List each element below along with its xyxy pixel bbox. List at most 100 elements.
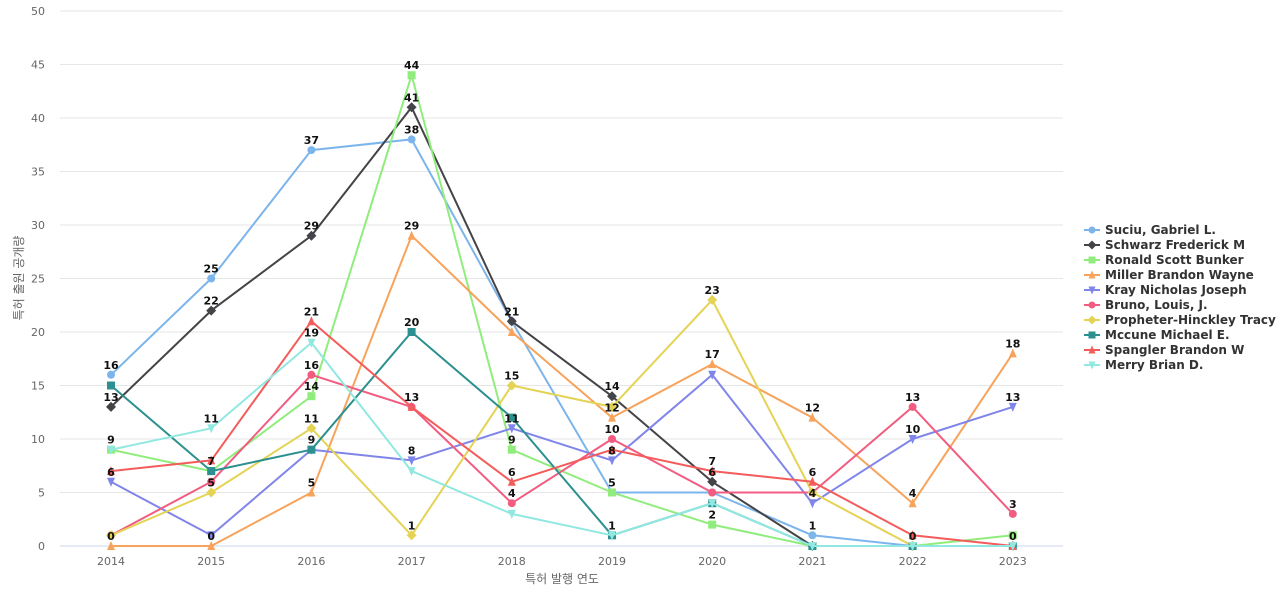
data-point[interactable]: [307, 392, 316, 401]
data-point[interactable]: [507, 445, 516, 454]
data-point[interactable]: [306, 423, 317, 434]
series-line[interactable]: [110, 298, 1013, 547]
data-point[interactable]: [507, 509, 516, 519]
data-point[interactable]: [708, 466, 717, 476]
data-point[interactable]: [808, 531, 817, 540]
data-label: 16: [304, 359, 320, 372]
series-line[interactable]: [110, 138, 1013, 547]
data-point[interactable]: [1008, 531, 1017, 540]
data-point[interactable]: [207, 455, 216, 465]
data-point[interactable]: [708, 488, 717, 497]
data-point[interactable]: [608, 444, 616, 454]
axes: 특허 발행 연도 특허 출원 공개량 051015202530354045502…: [12, 5, 1063, 586]
data-point[interactable]: [607, 391, 617, 402]
data-point[interactable]: [206, 487, 217, 498]
data-label: 5: [608, 477, 616, 490]
data-point[interactable]: [808, 412, 817, 422]
data-point[interactable]: [608, 456, 616, 466]
series-line[interactable]: [110, 341, 1013, 547]
data-point[interactable]: [608, 412, 616, 422]
data-point[interactable]: [608, 488, 616, 497]
data-label: 11: [504, 412, 519, 425]
series-line[interactable]: [110, 320, 1013, 547]
data-point[interactable]: [507, 327, 516, 336]
data-point[interactable]: [707, 476, 718, 487]
data-point[interactable]: [507, 499, 516, 508]
data-point[interactable]: [407, 230, 416, 240]
data-point[interactable]: [207, 531, 216, 541]
data-point[interactable]: [808, 542, 817, 551]
data-point[interactable]: [506, 380, 517, 391]
data-point[interactable]: [908, 402, 917, 411]
legend-item[interactable]: Schwarz Frederick M: [1084, 238, 1245, 252]
data-point[interactable]: [206, 305, 217, 316]
legend-item[interactable]: Miller Brandon Wayne: [1084, 268, 1254, 282]
data-point[interactable]: [908, 498, 917, 508]
data-point[interactable]: [107, 541, 115, 550]
data-point[interactable]: [307, 316, 316, 326]
legend-item[interactable]: Kray Nicholas Joseph: [1084, 283, 1247, 297]
data-point[interactable]: [708, 499, 717, 509]
data-point[interactable]: [608, 435, 616, 443]
data-point[interactable]: [307, 370, 316, 379]
legend-label: Merry Brian D.: [1105, 358, 1203, 372]
data-point[interactable]: [306, 230, 317, 241]
data-point[interactable]: [908, 530, 917, 540]
data-point[interactable]: [207, 467, 216, 476]
data-point[interactable]: [107, 466, 115, 476]
data-point[interactable]: [707, 294, 718, 305]
legend-item[interactable]: Ronald Scott Bunker: [1084, 253, 1244, 267]
data-point[interactable]: [808, 499, 817, 509]
data-point[interactable]: [407, 328, 416, 336]
data-point[interactable]: [808, 476, 817, 486]
data-point[interactable]: [1008, 348, 1017, 358]
data-point[interactable]: [107, 370, 115, 379]
data-point[interactable]: [708, 370, 717, 380]
data-point[interactable]: [207, 477, 216, 486]
data-point[interactable]: [507, 413, 516, 422]
legend-item[interactable]: Merry Brian D.: [1084, 358, 1203, 372]
data-point[interactable]: [607, 401, 617, 412]
legend-item[interactable]: Propheter-Hinckley Tracy A: [1084, 313, 1280, 327]
series-line[interactable]: [110, 373, 1014, 537]
data-point[interactable]: [307, 146, 316, 155]
data-point[interactable]: [807, 487, 818, 498]
data-point[interactable]: [407, 71, 416, 80]
data-point[interactable]: [406, 102, 417, 113]
data-point[interactable]: [1008, 509, 1017, 518]
legend-item[interactable]: Mccune Michael E.: [1084, 328, 1230, 342]
data-point[interactable]: [106, 530, 116, 541]
data-point[interactable]: [406, 530, 417, 541]
data-point[interactable]: [506, 316, 517, 327]
data-point[interactable]: [407, 456, 416, 466]
data-point[interactable]: [207, 541, 216, 550]
data-point[interactable]: [207, 424, 216, 434]
data-point[interactable]: [107, 477, 115, 487]
data-point[interactable]: [107, 381, 115, 390]
data-point[interactable]: [207, 274, 216, 283]
data-point[interactable]: [708, 520, 717, 529]
series-line[interactable]: [110, 373, 1014, 537]
data-point[interactable]: [107, 445, 115, 455]
data-point[interactable]: [307, 445, 316, 454]
legend-item[interactable]: Bruno, Louis, J.: [1084, 298, 1208, 312]
data-point[interactable]: [507, 476, 516, 486]
data-point[interactable]: [307, 487, 316, 497]
data-point[interactable]: [1008, 402, 1017, 412]
data-point[interactable]: [1008, 542, 1017, 551]
legend-label: Mccune Michael E.: [1105, 328, 1230, 342]
series-line[interactable]: [111, 234, 1014, 547]
data-point[interactable]: [708, 359, 717, 369]
data-point[interactable]: [908, 542, 917, 551]
data-point[interactable]: [407, 401, 416, 411]
data-point[interactable]: [307, 338, 316, 348]
legend-item[interactable]: Spangler Brandon W: [1084, 343, 1244, 357]
data-point[interactable]: [507, 424, 516, 434]
data-point[interactable]: [908, 435, 917, 444]
legend-item[interactable]: Suciu, Gabriel L.: [1084, 223, 1216, 237]
data-point[interactable]: [407, 135, 416, 144]
data-point[interactable]: [106, 401, 116, 412]
series-line[interactable]: [110, 106, 1013, 547]
data-point[interactable]: [608, 531, 616, 541]
data-point[interactable]: [407, 467, 416, 477]
